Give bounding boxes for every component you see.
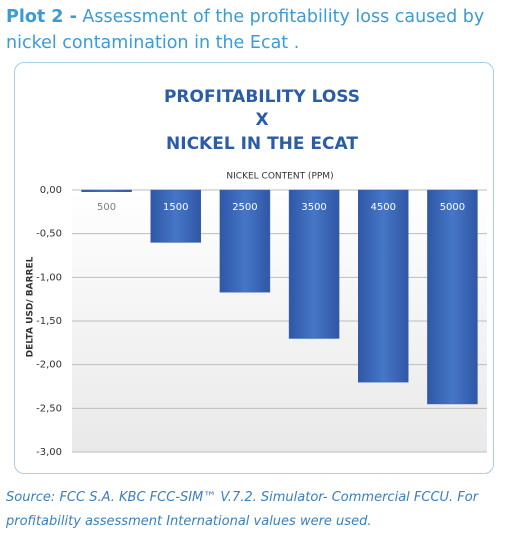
bar [358, 189, 409, 383]
y-axis-label: DELTA USD/ BARREL [26, 256, 36, 357]
caption-label: Plot 2 - [6, 7, 77, 27]
bar [81, 189, 132, 192]
caption-text: Assessment of the profitability loss cau… [6, 7, 485, 53]
category-label: 3500 [301, 202, 326, 213]
x-axis-label: NICKEL CONTENT (PPM) [226, 172, 333, 182]
category-label: 5000 [440, 202, 465, 213]
category-label: 2500 [232, 202, 257, 213]
chart-title: X [255, 110, 268, 130]
y-tick-label: -1,00 [36, 272, 62, 283]
chart-card [14, 62, 494, 474]
y-tick-label: -1,50 [36, 316, 62, 327]
y-tick-label: 0,00 [40, 185, 62, 196]
category-label: 1500 [163, 202, 188, 213]
caption: Plot 2 - Assessment of the profitability… [6, 4, 501, 56]
y-tick-label: -3,00 [36, 447, 62, 458]
source-note: Source: FCC S.A. KBC FCC-SIM™ V.7.2. Sim… [6, 490, 479, 529]
category-label: 500 [97, 202, 116, 213]
y-tick-label: -2,50 [36, 403, 62, 414]
y-tick-label: -0,50 [36, 229, 62, 240]
chart-title: NICKEL IN THE ECAT [166, 134, 358, 154]
bar [288, 189, 340, 339]
y-tick-label: -2,00 [36, 360, 62, 371]
bar [219, 189, 271, 293]
category-label: 4500 [371, 202, 396, 213]
bar [427, 189, 478, 405]
bar [150, 189, 201, 243]
chart-title: PROFITABILITY LOSS [164, 87, 360, 107]
